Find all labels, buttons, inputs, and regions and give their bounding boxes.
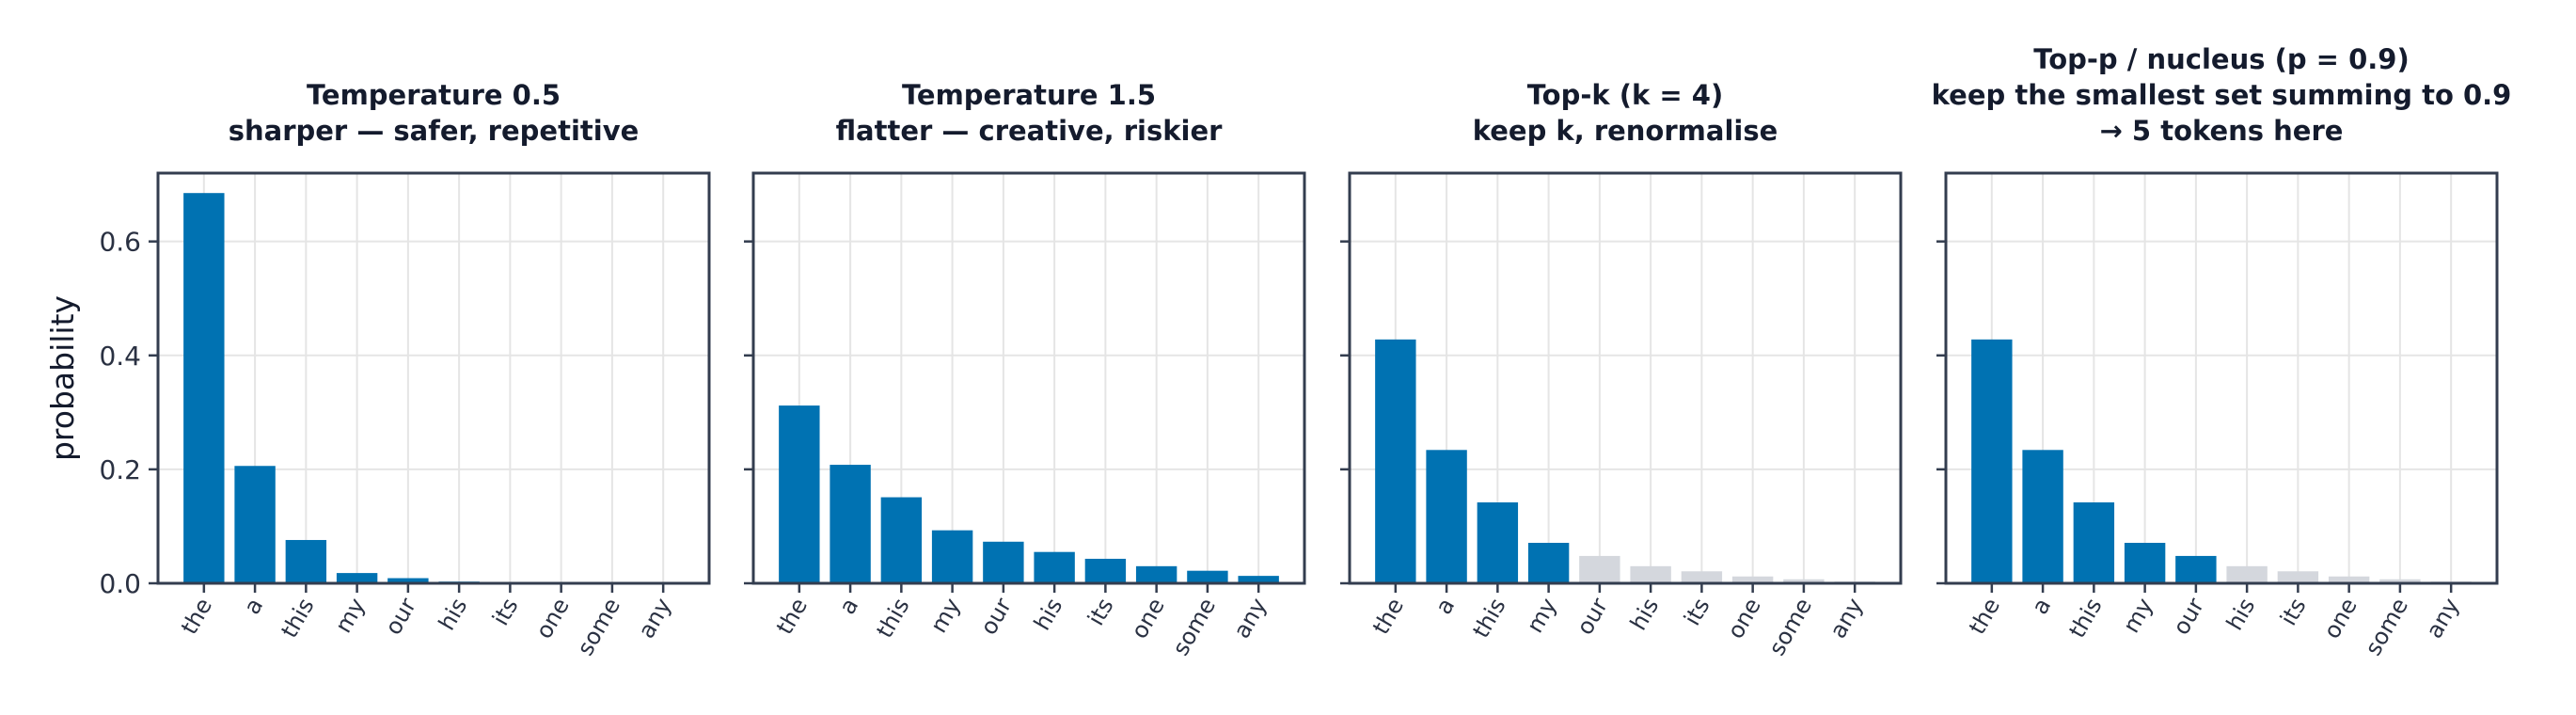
- x-tick-label: any: [1228, 594, 1272, 643]
- bar-my: [931, 530, 973, 583]
- x-tick-label: its: [1083, 594, 1119, 630]
- x-tick-label: my: [1522, 594, 1562, 638]
- bar-this: [1477, 502, 1519, 583]
- y-tick-label: 0.2: [99, 454, 141, 485]
- bar-this: [285, 539, 327, 583]
- x-tick-label: any: [633, 594, 676, 643]
- x-tick-label: his: [1029, 594, 1067, 635]
- x-tick-label: his: [2221, 594, 2260, 635]
- bar-his: [1630, 565, 1671, 583]
- x-tick-label: some: [1167, 594, 1221, 660]
- bar-his: [2226, 565, 2268, 583]
- x-tick-label: one: [1722, 594, 1766, 644]
- x-tick-label: this: [2063, 594, 2107, 643]
- plot-frame: [156, 171, 711, 585]
- chart-title-line: Temperature 0.5: [307, 79, 561, 111]
- bar-our: [2175, 555, 2217, 583]
- x-tick-label: one: [1126, 594, 1170, 644]
- x-tick-label: a: [834, 594, 864, 619]
- x-tick-label: my: [330, 594, 371, 638]
- x-tick-label: any: [2421, 594, 2464, 643]
- x-tick-label: his: [434, 594, 472, 635]
- bar-its: [2277, 571, 2319, 583]
- bar-the: [1375, 339, 1416, 583]
- x-tick-label: our: [975, 594, 1017, 640]
- bar-the: [183, 193, 225, 583]
- bar-its: [1681, 571, 1723, 583]
- x-tick-label: the: [176, 594, 217, 639]
- plot-frame: [1348, 171, 1903, 585]
- x-tick-label: its: [2275, 594, 2312, 630]
- x-tick-label: this: [1467, 594, 1510, 643]
- x-tick-label: some: [1763, 594, 1817, 660]
- x-tick-label: a: [239, 594, 269, 619]
- bar-our: [387, 578, 429, 583]
- bar-one: [1135, 565, 1177, 583]
- x-tick-label: my: [925, 594, 966, 638]
- bar-a: [234, 466, 276, 583]
- x-tick-label: our: [1572, 594, 1613, 640]
- chart-title-line: keep the smallest set summing to 0.9: [1932, 79, 2512, 111]
- bar-my: [1527, 543, 1570, 583]
- x-tick-label: his: [1625, 594, 1664, 635]
- bar-the: [779, 405, 820, 583]
- x-tick-label: one: [2318, 594, 2363, 644]
- bar-this: [2073, 502, 2115, 583]
- x-tick-label: its: [1679, 594, 1715, 630]
- bar-a: [830, 465, 871, 583]
- chart-title-line: Temperature 1.5: [902, 79, 1156, 111]
- chart-title-line: → 5 tokens here: [2100, 115, 2344, 147]
- y-tick-label: 0.0: [99, 568, 141, 599]
- x-tick-label: our: [2168, 594, 2209, 640]
- bar-a: [2022, 450, 2063, 583]
- bar-one: [2328, 576, 2370, 583]
- y-tick-label: 0.4: [99, 341, 141, 372]
- x-tick-label: some: [572, 594, 625, 660]
- chart-title-line: sharper — safer, repetitive: [229, 115, 640, 147]
- bar-its: [1084, 558, 1127, 583]
- bar-some: [2379, 579, 2421, 583]
- x-tick-label: some: [2360, 594, 2413, 660]
- x-tick-label: a: [2027, 594, 2057, 619]
- bar-my: [336, 573, 378, 583]
- chart-title-line: keep k, renormalise: [1473, 115, 1778, 147]
- plot-frame: [751, 171, 1306, 585]
- x-tick-label: this: [871, 594, 914, 643]
- x-tick-label: one: [530, 594, 575, 644]
- x-tick-label: the: [1367, 594, 1409, 639]
- bar-our: [1579, 555, 1620, 583]
- x-tick-label: the: [1964, 594, 2005, 639]
- bar-my: [2124, 543, 2166, 583]
- bar-some: [1187, 570, 1228, 583]
- plot-frame: [1944, 171, 2499, 585]
- bar-one: [1731, 576, 1774, 583]
- x-tick-label: any: [1825, 594, 1868, 643]
- y-axis-label: probability: [44, 295, 81, 461]
- x-tick-label: a: [1430, 594, 1461, 619]
- bar-the: [1971, 339, 2013, 583]
- x-tick-label: this: [276, 594, 319, 643]
- x-tick-label: its: [487, 594, 524, 630]
- chart-title-line: Top-p / nucleus (p = 0.9): [2033, 43, 2409, 75]
- x-tick-label: my: [2118, 594, 2158, 638]
- bar-our: [983, 541, 1024, 583]
- bar-his: [1034, 551, 1075, 583]
- chart-title-line: Top-k (k = 4): [1527, 79, 1724, 111]
- x-tick-label: the: [771, 594, 813, 639]
- x-tick-label: our: [380, 594, 421, 640]
- bar-this: [880, 497, 923, 583]
- chart-title-line: flatter — creative, riskier: [836, 115, 1224, 147]
- bar-a: [1426, 450, 1467, 583]
- bar-any: [1238, 576, 1279, 583]
- y-tick-label: 0.6: [99, 227, 141, 258]
- bar-some: [1783, 579, 1825, 583]
